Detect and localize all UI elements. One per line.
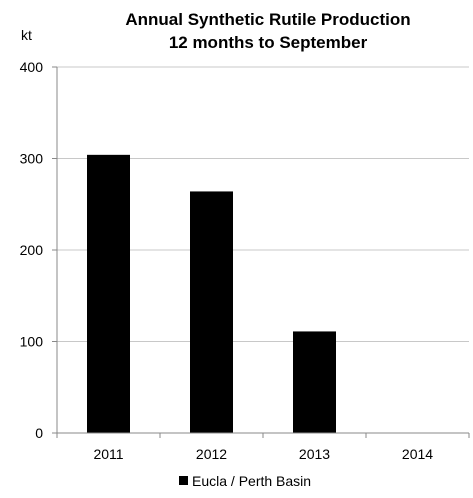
bar-2013: [293, 331, 336, 433]
y-tick-label: 300: [20, 151, 44, 167]
x-tick-label: 2012: [196, 446, 227, 462]
bar-2012: [190, 191, 233, 433]
bar-2011: [87, 154, 130, 433]
y-tick-label: 0: [35, 425, 43, 441]
chart-title: Annual Synthetic Rutile Production: [125, 10, 410, 29]
y-tick-label: 200: [20, 242, 44, 258]
y-tick-label: 400: [20, 59, 44, 75]
y-tick-labels: 0 100 200 300 400: [20, 59, 44, 441]
y-tick-label: 100: [20, 334, 44, 350]
chart-subtitle: 12 months to September: [169, 33, 368, 52]
legend-swatch: [179, 476, 188, 485]
legend: Eucla / Perth Basin: [179, 473, 311, 489]
x-tick-labels: 2011 2012 2013 2014: [93, 446, 433, 462]
axes-group: [52, 66, 470, 438]
bars-group: [87, 154, 336, 433]
x-tick-label: 2013: [299, 446, 330, 462]
y-axis-unit-label: kt: [21, 27, 32, 43]
legend-label: Eucla / Perth Basin: [192, 473, 311, 489]
x-tick-label: 2014: [402, 446, 433, 462]
x-tick-label: 2011: [93, 446, 123, 462]
